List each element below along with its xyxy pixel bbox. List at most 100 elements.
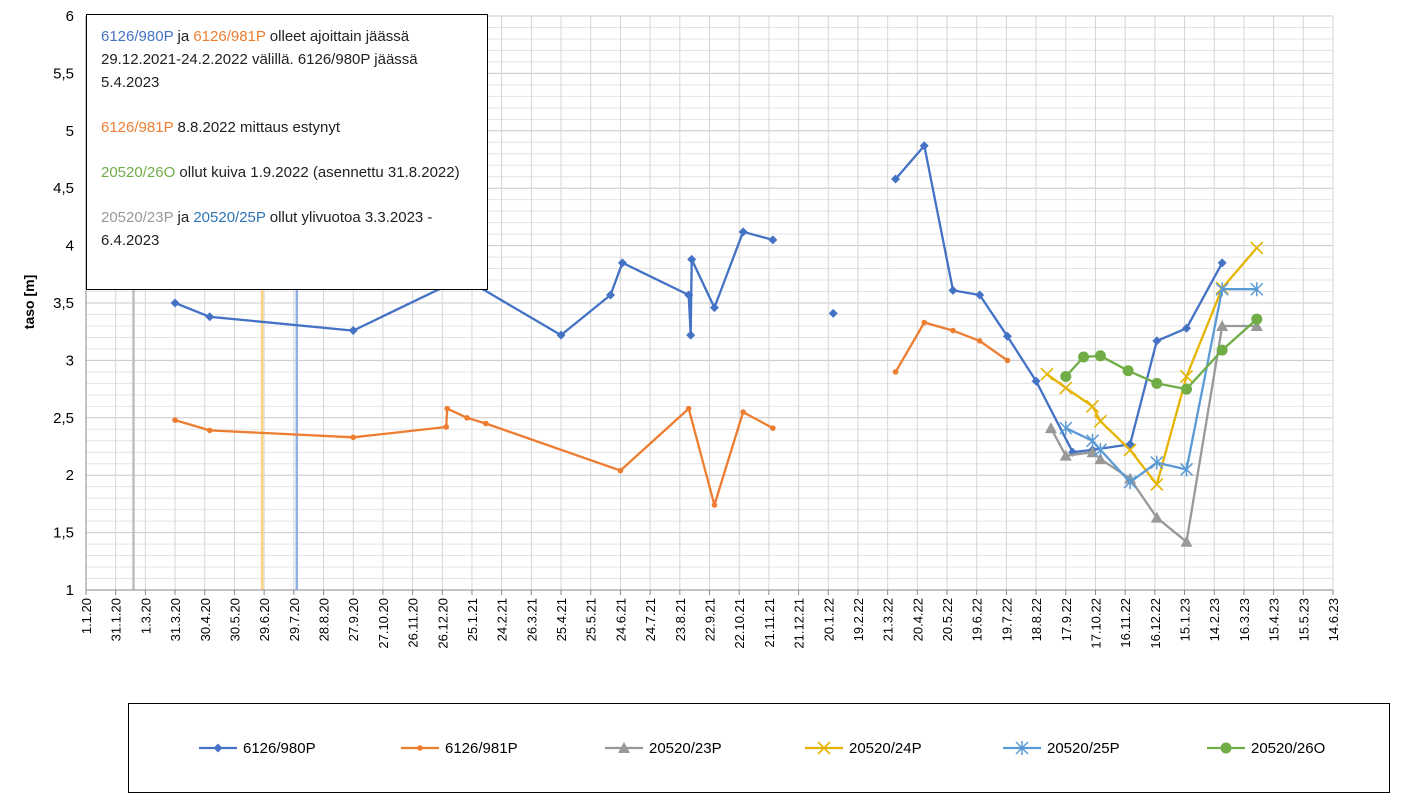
x-tick-label: 20.4.22 xyxy=(910,598,925,641)
y-tick-label: 5,5 xyxy=(53,65,74,82)
annotation-text: 8.8.2022 mittaus estynyt xyxy=(173,119,341,136)
data-point xyxy=(1004,357,1011,364)
data-point xyxy=(919,141,929,151)
x-tick-label: 19.6.22 xyxy=(970,598,985,641)
data-point xyxy=(740,409,746,415)
data-point xyxy=(950,327,956,334)
data-point xyxy=(1123,443,1137,457)
x-tick-label: 1.1.20 xyxy=(79,598,94,634)
annotation-series-name: 6126/980P xyxy=(101,28,174,45)
y-tick-label: 5 xyxy=(66,123,74,140)
legend-swatch xyxy=(1207,742,1245,754)
annotation-note-4: 20520/23P ja 20520/25P ollut ylivuotoa 3… xyxy=(101,206,473,252)
legend-swatch xyxy=(805,741,843,755)
x-tick-label: 24.7.21 xyxy=(643,598,658,641)
series-line xyxy=(1064,318,1258,391)
x-tick-label: 17.10.22 xyxy=(1088,598,1103,649)
data-point xyxy=(1093,414,1107,428)
annotation-text: ollut kuiva 1.9.2022 (asennettu 31.8.202… xyxy=(175,164,460,181)
y-tick-label: 2 xyxy=(66,467,74,484)
data-point xyxy=(1250,241,1264,255)
x-tick-label: 22.9.21 xyxy=(703,598,718,641)
legend-swatch xyxy=(605,742,643,753)
data-point xyxy=(891,174,901,184)
x-tick-label: 31.3.20 xyxy=(168,598,183,641)
data-point xyxy=(443,424,450,430)
data-point xyxy=(684,290,694,300)
data-point xyxy=(1123,475,1137,490)
data-point xyxy=(1182,323,1192,333)
data-point xyxy=(213,743,223,753)
data-point xyxy=(892,369,899,375)
x-tick-label: 19.2.22 xyxy=(851,598,866,641)
x-tick-label: 30.4.20 xyxy=(198,598,213,641)
annotation-text: ja xyxy=(173,28,194,45)
x-tick-label: 16.3.23 xyxy=(1237,598,1252,641)
data-point xyxy=(1078,351,1090,363)
series-20520-26O xyxy=(1060,313,1263,395)
chart-legend: 6126/980P 6126/981P 20520/23P 20520/24P 2052… xyxy=(128,703,1390,793)
data-point xyxy=(1251,313,1263,325)
data-point xyxy=(1094,453,1107,465)
data-point xyxy=(1151,377,1163,389)
x-tick-label: 16.11.22 xyxy=(1118,598,1133,648)
series-line xyxy=(894,144,1224,454)
x-tick-label: 15.4.23 xyxy=(1267,598,1282,641)
annotation-box: 6126/980P ja 6126/981P olleet ajoittain … xyxy=(86,14,488,290)
series-20520-24P xyxy=(1040,241,1264,491)
annotation-text: ollut ylivuotoa 3.3.2023 - 6.4.2023 xyxy=(101,209,433,249)
x-tick-label: 18.8.22 xyxy=(1029,598,1044,641)
x-tick-label: 17.9.22 xyxy=(1059,598,1074,641)
series-6126-981P xyxy=(172,319,1011,508)
data-point xyxy=(1216,344,1228,356)
x-tick-label: 16.12.22 xyxy=(1148,598,1163,649)
data-point xyxy=(1179,369,1194,384)
x-tick-label: 26.12.20 xyxy=(435,598,450,649)
annotation-text: ja xyxy=(173,209,194,226)
legend-label: 20520/26O xyxy=(1251,739,1326,757)
data-point xyxy=(464,415,470,421)
data-point xyxy=(172,417,178,423)
data-point xyxy=(1215,282,1229,297)
legend-label: 6126/980P xyxy=(243,739,316,757)
data-point xyxy=(617,467,624,474)
y-tick-label: 6 xyxy=(66,8,74,25)
x-tick-label: 14.6.23 xyxy=(1326,598,1341,641)
data-point xyxy=(348,326,358,336)
x-tick-label: 29.7.20 xyxy=(287,598,302,641)
y-axis-label: taso [m] xyxy=(21,275,37,329)
x-tick-label: 15.5.23 xyxy=(1296,598,1311,641)
data-point xyxy=(617,258,627,268)
data-point xyxy=(1094,350,1106,362)
legend-item: 6126/980P xyxy=(197,738,316,758)
y-tick-label: 4 xyxy=(66,238,74,255)
data-point xyxy=(1179,462,1194,477)
data-point xyxy=(921,319,928,326)
x-tick-label: 15.1.23 xyxy=(1178,598,1193,641)
annotation-note-1: 6126/980P ja 6126/981P olleet ajoittain … xyxy=(101,25,473,94)
data-point xyxy=(1122,365,1134,377)
data-point xyxy=(1180,535,1193,547)
data-point xyxy=(1093,442,1107,457)
data-point xyxy=(686,330,696,340)
x-tick-label: 29.6.20 xyxy=(257,598,272,641)
data-point xyxy=(206,427,213,434)
y-tick-label: 3 xyxy=(66,352,74,369)
data-point xyxy=(1040,367,1054,381)
x-tick-label: 1.3.20 xyxy=(138,598,153,634)
data-point xyxy=(1060,370,1072,382)
x-tick-label: 27.9.20 xyxy=(346,598,361,641)
data-point xyxy=(738,227,748,237)
data-point xyxy=(1044,422,1057,434)
data-point xyxy=(1220,742,1232,754)
y-tick-label: 1 xyxy=(66,582,74,599)
data-point xyxy=(205,312,215,322)
x-tick-label: 25.5.21 xyxy=(584,598,599,641)
x-tick-label: 24.6.21 xyxy=(613,598,628,641)
series-line xyxy=(174,407,774,507)
x-tick-label: 25.4.21 xyxy=(554,598,569,641)
x-tick-label: 30.5.20 xyxy=(227,598,242,641)
axes: 1.1.20 31.1.20 1.3.20 31.3.20 30.4.20 30.5.20… xyxy=(53,8,1341,649)
legend-item: 20520/24P xyxy=(803,738,922,758)
